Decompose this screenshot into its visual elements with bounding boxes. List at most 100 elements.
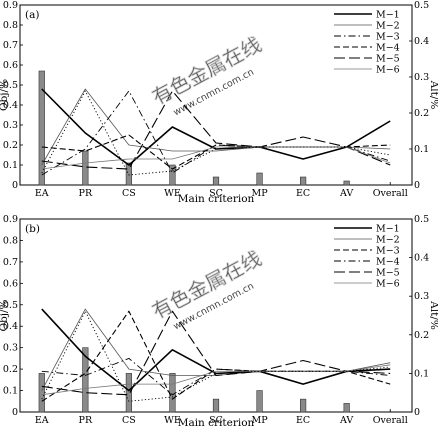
bar [169,373,176,413]
y2-axis-title: Alt/% [428,300,438,330]
x-tick-label: EC [296,415,310,426]
legend-label: M−1 [376,224,400,235]
legend-label: M−1 [376,10,400,21]
bar [256,390,263,413]
bar [212,176,220,186]
y-tick-label: 0.2 [3,364,18,375]
x-tick-label: EC [296,188,310,199]
y-tick-label: 0 [12,407,18,418]
series-line-m6 [41,146,391,170]
y2-tick-label: 0.5 [414,214,429,225]
y-tick-label: 0.5 [3,80,18,91]
x-tick-label: CS [122,188,136,199]
y2-tick-label: 0.3 [414,72,429,83]
bar [300,176,307,186]
y-tick-label: 0.4 [3,100,18,111]
x-tick-label: Overall [373,415,408,426]
y-tick-label: 0.6 [3,278,18,289]
series-line-dotted [41,90,391,176]
y-tick-label: 0.8 [3,20,18,31]
series-line-m3 [41,90,391,176]
legend-label: M−5 [376,268,400,279]
y-tick-label: 0.8 [3,235,18,246]
y-tick-label: 0.3 [3,120,18,131]
bar [82,150,89,186]
x-tick-label: WE [164,188,181,199]
panel-label: (b) [25,223,40,235]
x-tick-label: SC [209,188,223,199]
y-axis-title: Obj/% [0,299,10,331]
legend-label: M−4 [376,43,400,54]
y-tick-label: 0.7 [3,40,18,51]
y2-tick-label: 0.1 [414,368,429,379]
x-tick-label: WE [164,415,181,426]
legend-label: M−2 [376,235,400,246]
chart-panel-b: 0 0.1 0.2 0.3 0.4 0.5 0.6 0.7 0.8 0.9 0 0.1 0.2 0.3 0.… [0,214,438,429]
series-line-m3 [41,310,391,402]
y-tick-label: 0.6 [3,60,18,71]
y-tick-label: 0.5 [3,300,18,311]
bar [256,172,263,186]
y2-tick-label: 0.4 [414,253,429,264]
x-tick-label: PR [79,415,93,426]
bar [343,180,350,186]
bar [300,398,307,413]
y-tick-label: 0.1 [3,160,18,171]
legend-label: M−2 [376,21,400,32]
panel-label: (a) [25,9,39,21]
x-tick-label: PR [79,188,93,199]
x-tick-label: AV [339,188,353,199]
x-tick-label: AV [339,415,353,426]
series-line-m2 [41,308,391,391]
x-tick-label: SC [209,415,223,426]
y2-tick-label: 0.3 [414,291,429,302]
y-axis-title: Obj/% [0,79,10,111]
y2-axis-title: Alt/% [428,80,438,110]
series-line-m5 [41,310,391,396]
legend-label: M−6 [376,279,400,290]
chart-panel-a: 0 0.1 0.2 0.3 0.4 0.5 0.6 0.7 0.8 0.9 0 0.1 0.2 0.3 0.… [0,0,438,205]
x-tick-label: EA [35,188,49,199]
y-tick-label: 0.4 [3,321,18,332]
bar [125,162,132,186]
bar [169,164,176,186]
y2-tick-label: 0.1 [414,144,429,155]
legend-label: M−3 [376,32,400,43]
series-line-m6 [41,364,391,396]
y2-tick-label: 0.2 [414,330,429,341]
y-tick-label: 0 [12,180,18,191]
y2-tick-label: 0.5 [414,0,429,11]
series-line-m4 [41,357,391,396]
x-axis-title: Main criterion [178,417,255,429]
y-tick-label: 0.9 [3,0,18,11]
series-line-m1 [41,308,391,392]
bar [82,347,89,413]
bar [343,403,350,413]
y-tick-label: 0.1 [3,386,18,397]
legend-label: M−6 [376,65,400,76]
legend-label: M−5 [376,54,400,65]
bar [38,373,45,413]
y2-tick-label: 0 [414,407,420,418]
bar [125,373,132,413]
series-line-m5 [41,90,391,170]
bar [38,70,45,186]
x-tick-label: Overall [373,188,408,199]
plot-frame [19,218,413,413]
legend-label: M−3 [376,246,400,257]
y2-tick-label: 0.4 [414,36,429,47]
x-tick-label: MP [251,415,268,426]
legend-label: M−4 [376,257,400,268]
y-tick-label: 0.2 [3,140,18,151]
y-tick-label: 0.7 [3,257,18,268]
bar [212,398,220,413]
x-tick-label: MP [251,188,268,199]
y-tick-label: 0.9 [3,214,18,225]
x-axis-title: Main criterion [178,193,255,205]
x-tick-label: EA [35,415,49,426]
y-tick-label: 0.3 [3,343,18,354]
x-tick-label: CS [122,415,136,426]
